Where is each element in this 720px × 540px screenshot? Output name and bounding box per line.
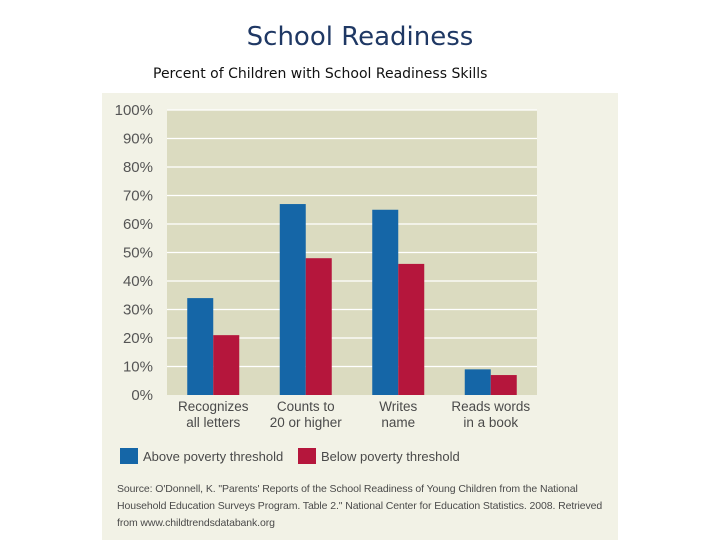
x-category-label: Recognizes (178, 399, 249, 414)
x-category-label: Writes (379, 399, 417, 414)
y-tick-label: 10% (123, 359, 153, 376)
bar-above-2 (372, 209, 399, 395)
legend-label: Below poverty threshold (321, 449, 460, 464)
x-category-label: all letters (186, 415, 240, 430)
x-category-label: name (381, 415, 415, 430)
y-tick-label: 70% (123, 188, 153, 205)
y-tick-label: 90% (123, 131, 153, 148)
bar-below-0 (213, 335, 240, 395)
legend-swatch (120, 448, 138, 464)
y-tick-label: 100% (115, 102, 153, 119)
x-category-label: 20 or higher (270, 415, 343, 430)
x-category-label: in a book (463, 415, 518, 430)
bar-below-3 (490, 375, 517, 395)
bar-below-1 (305, 258, 332, 395)
source-line-2: Household Education Surveys Program. Tab… (117, 500, 603, 512)
bar-above-3 (464, 369, 491, 395)
bar-below-2 (398, 263, 425, 395)
y-tick-label: 60% (123, 216, 153, 233)
bar-chart: 0% 10% 20% 30% 40% 50% 60% 70% 80% 90% 100% Recogni… (115, 102, 537, 464)
bar-above-0 (187, 298, 214, 395)
slide-title: School Readiness (246, 22, 474, 52)
y-tick-label: 20% (123, 330, 153, 347)
slide-subtitle: Percent of Children with School Readines… (153, 66, 488, 82)
legend-label: Above poverty threshold (143, 449, 283, 464)
bar-above-1 (279, 204, 306, 395)
y-tick-label: 80% (123, 159, 153, 176)
y-tick-label: 0% (131, 387, 153, 404)
legend-swatch (298, 448, 316, 464)
y-tick-label: 30% (123, 302, 153, 319)
y-tick-label: 50% (123, 245, 153, 262)
source-line-1: Source: O'Donnell, K. "Parents' Reports … (117, 483, 578, 495)
chart-panel: 0% 10% 20% 30% 40% 50% 60% 70% 80% 90% 100% Recogni… (102, 93, 618, 540)
x-category-label: Counts to (277, 399, 335, 414)
source-line-3: from www.childtrendsdatabank.org (117, 517, 275, 529)
x-category-label: Reads words (451, 399, 530, 414)
y-tick-label: 40% (123, 273, 153, 290)
chart-source: Source: O'Donnell, K. "Parents' Reports … (117, 481, 612, 532)
